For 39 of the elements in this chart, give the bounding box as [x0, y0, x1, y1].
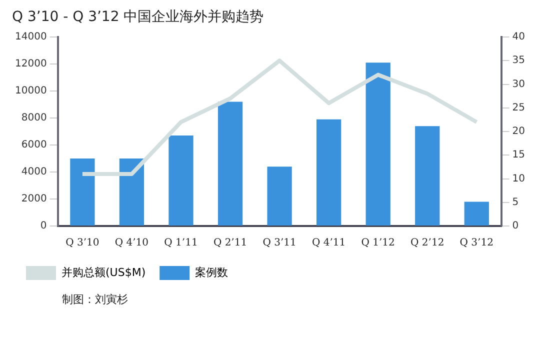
y2-tick-label: 10 — [512, 173, 526, 184]
x-tick-label: Q 3’10 — [66, 238, 100, 249]
chart-title: Q 3’10 - Q 3’12 中国企业海外并购趋势 — [12, 8, 265, 26]
x-tick-label: Q 2’12 — [410, 238, 444, 249]
x-tick-label: Q 4’11 — [312, 238, 346, 249]
bar — [119, 158, 144, 226]
bar — [70, 158, 95, 226]
y2-tick-label: 15 — [512, 150, 526, 161]
bar — [168, 136, 194, 226]
bar — [316, 119, 342, 226]
y-tick-label: 8000 — [21, 112, 47, 124]
y-tick-label: 0 — [40, 220, 47, 232]
x-tick-label: Q 3’11 — [262, 238, 296, 249]
y-tick-label: 10000 — [15, 86, 47, 97]
y-tick-label: 14000 — [15, 32, 47, 43]
x-tick-label: Q 1’11 — [164, 238, 198, 249]
bar — [464, 202, 489, 226]
bar — [218, 102, 243, 226]
y2-tick-label: 20 — [512, 126, 526, 138]
y2-tick-label: 0 — [512, 220, 519, 232]
bar — [415, 126, 440, 226]
bar — [267, 166, 292, 226]
y-tick-label: 12000 — [15, 58, 47, 70]
legend-label: 并购总额(US$M) — [62, 266, 146, 279]
y-tick-label: 4000 — [21, 166, 47, 178]
legend-label: 案例数 — [195, 266, 228, 279]
y-tick-label: 2000 — [21, 194, 47, 205]
y2-tick-label: 5 — [512, 196, 519, 208]
x-tick-label: Q 3’12 — [460, 238, 494, 249]
text: 制图：刘寅杉 — [62, 292, 129, 307]
y2-tick-label: 30 — [512, 78, 526, 90]
y2-tick-label: 35 — [512, 55, 526, 66]
y-tick-label: 6000 — [21, 140, 47, 151]
x-tick-label: Q 4’10 — [114, 238, 149, 249]
bar — [366, 62, 390, 226]
y2-tick-label: 25 — [512, 102, 526, 114]
x-tick-label: Q 1’12 — [361, 238, 395, 249]
x-tick-label: Q 2’11 — [213, 238, 248, 249]
y2-tick-label: 40 — [512, 32, 526, 43]
